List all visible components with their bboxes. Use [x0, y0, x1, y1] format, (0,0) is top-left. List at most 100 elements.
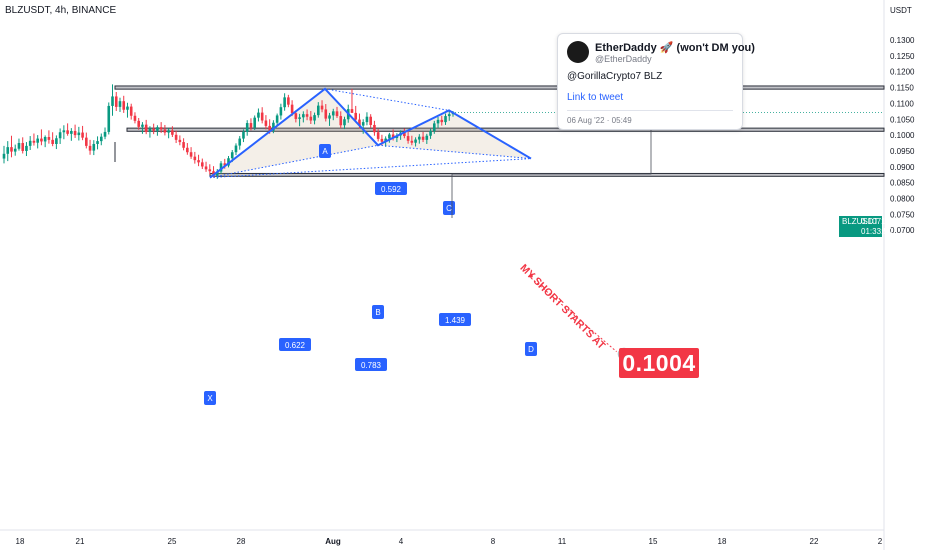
- candle-body: [21, 143, 25, 151]
- tweet-date: 06 Aug '22 · 05:49: [567, 116, 632, 125]
- pattern-point-b[interactable]: [372, 305, 384, 319]
- candle-body: [406, 136, 410, 141]
- candle-body: [238, 138, 242, 146]
- y-tick-label: 0.0950: [890, 147, 915, 156]
- candle-body: [47, 137, 51, 140]
- candle-body: [418, 136, 421, 140]
- candle-body: [335, 111, 339, 117]
- candle-body: [2, 153, 6, 159]
- ratio-label: 0.622: [285, 341, 306, 350]
- candle-body: [260, 112, 264, 121]
- candle-body: [114, 96, 118, 107]
- pattern-point-label: B: [375, 308, 380, 317]
- pattern-point-d[interactable]: [525, 342, 537, 356]
- ratio-badge[interactable]: [439, 313, 471, 326]
- candle-body: [178, 139, 182, 143]
- candle-body: [298, 117, 301, 119]
- x-tick-label: 4: [399, 537, 404, 546]
- candle-body: [391, 134, 395, 138]
- candle-body: [118, 101, 122, 107]
- x-tick-label: 8: [491, 537, 496, 546]
- y-tick-label: 0.1050: [890, 115, 915, 124]
- candle-body: [13, 148, 17, 152]
- y-tick-label: 0.1000: [890, 131, 915, 140]
- supply-zone[interactable]: [126, 127, 885, 132]
- candle-body: [328, 115, 331, 119]
- candle-body: [242, 131, 245, 139]
- ratio-line-xb: [209, 144, 379, 179]
- pattern-point-x[interactable]: [204, 391, 216, 405]
- candle-body: [253, 117, 256, 128]
- tweet-author-handle[interactable]: @EtherDaddy: [595, 54, 652, 64]
- candle-body: [96, 141, 99, 144]
- candle-body: [73, 130, 77, 136]
- supply-zone[interactable]: [114, 85, 885, 90]
- candle-body: [141, 124, 144, 127]
- x-tick-label: 28: [237, 537, 246, 546]
- candle-body: [279, 107, 283, 116]
- pattern-point-label: A: [322, 147, 328, 156]
- pattern-xab-fill: [210, 88, 378, 178]
- candle-body: [376, 132, 380, 139]
- candle-body: [373, 124, 376, 133]
- candle-body: [294, 113, 298, 119]
- candle-body: [144, 124, 148, 132]
- candle-body: [365, 116, 369, 123]
- ratio-badge[interactable]: [375, 182, 407, 195]
- pattern-point-a[interactable]: [319, 144, 331, 158]
- ratio-badge[interactable]: [279, 338, 311, 351]
- y-tick-label: 0.1300: [890, 36, 915, 45]
- candle-body: [421, 136, 425, 140]
- candle-body: [227, 158, 230, 166]
- symbol-title[interactable]: BLZUSDT, 4h, BINANCE: [5, 5, 117, 16]
- candle-body: [129, 106, 133, 116]
- candle-body: [302, 114, 305, 118]
- ratio-badge[interactable]: [355, 358, 387, 371]
- candle-body: [305, 114, 309, 117]
- avatar[interactable]: [567, 41, 589, 63]
- supply-zone[interactable]: [209, 172, 885, 177]
- tweet-body: @GorillaCrypto7 BLZ: [567, 71, 663, 82]
- tweet-divider: [567, 110, 733, 111]
- ratio-label: 0.783: [361, 361, 382, 370]
- candle-body: [193, 156, 197, 161]
- tweet-link[interactable]: Link to tweet: [567, 92, 624, 103]
- candle-body: [159, 127, 163, 130]
- candle-body: [28, 140, 32, 146]
- candle-body: [380, 138, 384, 142]
- candle-body: [369, 116, 372, 125]
- candle-body: [167, 130, 170, 133]
- candle-body: [148, 128, 152, 132]
- candle-body: [283, 97, 286, 108]
- candle-body: [219, 163, 223, 172]
- candle-body: [126, 106, 129, 110]
- candle-body: [10, 147, 13, 152]
- candle-body: [388, 134, 391, 139]
- y-tick-label: 0.0900: [890, 163, 915, 172]
- ratio-label: 1.439: [445, 316, 466, 325]
- candle-body: [208, 169, 212, 172]
- harmonic-pattern-line[interactable]: [209, 87, 532, 179]
- candle-body: [99, 136, 103, 142]
- candle-body: [70, 130, 73, 134]
- short-arrow-line: [530, 277, 618, 353]
- candle-body: [189, 152, 193, 157]
- y-tick-label: 0.0750: [890, 210, 915, 219]
- pattern-bcd-fill: [378, 110, 531, 159]
- candle-body: [309, 116, 313, 121]
- candle-body: [32, 140, 36, 143]
- tweet-author-name[interactable]: EtherDaddy 🚀 (won't DM you): [595, 42, 755, 54]
- candle-body: [215, 171, 219, 176]
- y-tick-label: 0.1200: [890, 68, 915, 77]
- candle-body: [103, 131, 107, 137]
- y-tick-label: 0.0850: [890, 179, 915, 188]
- last-price-symbol: BLZUSDT: [842, 217, 879, 226]
- candle-body: [182, 142, 185, 148]
- short-price-label[interactable]: 0.1004: [619, 348, 699, 378]
- candle-body: [43, 137, 47, 142]
- candle-body: [88, 145, 92, 151]
- tweet-card[interactable]: EtherDaddy 🚀 (won't DM you) @EtherDaddy …: [557, 33, 755, 130]
- candle-body: [156, 127, 159, 131]
